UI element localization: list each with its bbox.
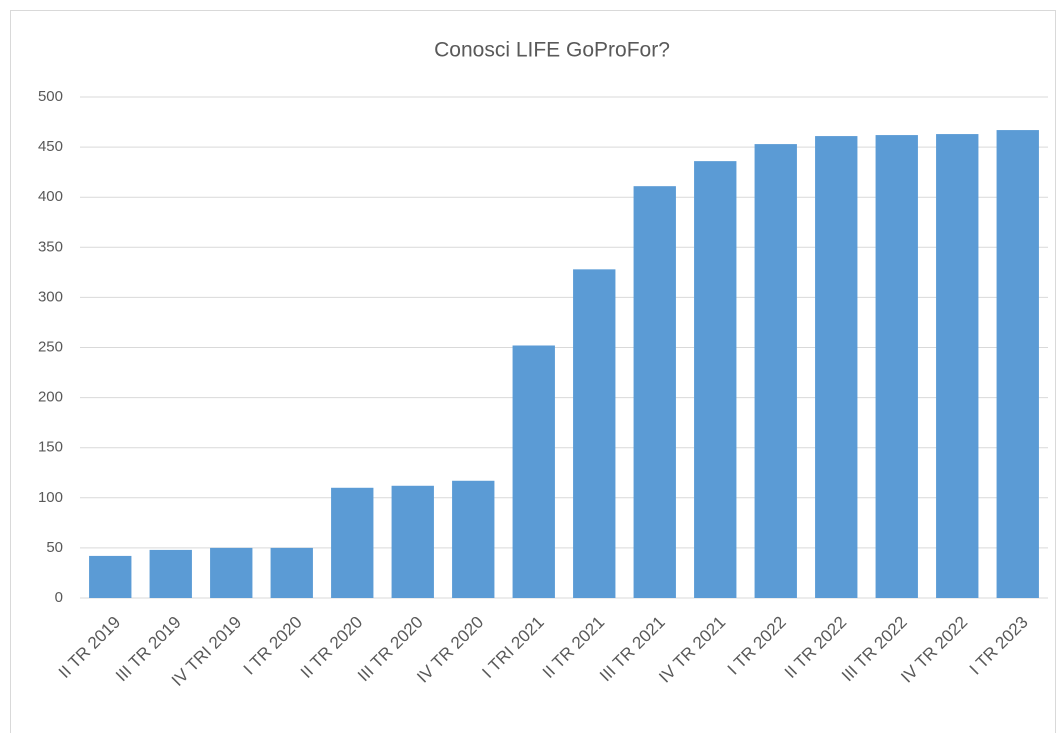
y-tick-label: 350	[38, 238, 63, 255]
bar	[573, 269, 616, 598]
bar	[391, 485, 434, 598]
y-tick-label: 50	[46, 539, 63, 556]
bar	[89, 555, 132, 598]
bar	[210, 547, 253, 598]
bar	[936, 134, 979, 598]
y-tick-label: 450	[38, 138, 63, 155]
y-tick-label: 500	[38, 88, 63, 105]
bar	[270, 547, 313, 598]
chart-title: Conosci LIFE GoProFor?	[434, 39, 670, 62]
y-tick-label: 250	[38, 338, 63, 355]
bar	[331, 487, 374, 598]
bar	[694, 161, 737, 599]
bar	[996, 130, 1039, 599]
bar	[754, 144, 797, 598]
y-tick-label: 100	[38, 489, 63, 506]
y-tick-label: 200	[38, 389, 63, 406]
y-tick-label: 150	[38, 439, 63, 456]
y-tick-label: 300	[38, 288, 63, 305]
bar	[815, 136, 858, 598]
bar	[512, 345, 555, 598]
bar	[452, 480, 495, 598]
bar	[149, 549, 192, 598]
y-tick-label: 400	[38, 188, 63, 205]
y-tick-label: 0	[55, 589, 63, 606]
bar	[633, 186, 676, 599]
bar	[875, 135, 918, 599]
